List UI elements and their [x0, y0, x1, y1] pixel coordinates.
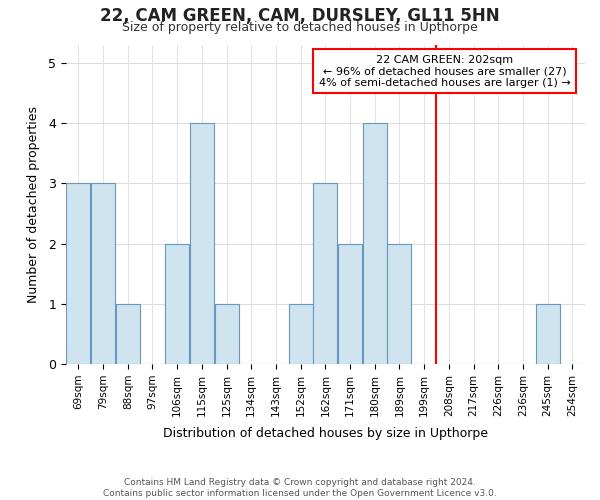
Text: 22 CAM GREEN: 202sqm
← 96% of detached houses are smaller (27)
4% of semi-detach: 22 CAM GREEN: 202sqm ← 96% of detached h… — [319, 54, 571, 88]
Bar — [388, 244, 412, 364]
Bar — [313, 184, 337, 364]
Bar — [116, 304, 140, 364]
X-axis label: Distribution of detached houses by size in Upthorpe: Distribution of detached houses by size … — [163, 427, 488, 440]
Bar — [165, 244, 189, 364]
Bar — [338, 244, 362, 364]
Text: Size of property relative to detached houses in Upthorpe: Size of property relative to detached ho… — [122, 21, 478, 34]
Bar — [190, 124, 214, 364]
Bar — [289, 304, 313, 364]
Bar — [215, 304, 239, 364]
Y-axis label: Number of detached properties: Number of detached properties — [27, 106, 40, 303]
Text: Contains HM Land Registry data © Crown copyright and database right 2024.
Contai: Contains HM Land Registry data © Crown c… — [103, 478, 497, 498]
Text: 22, CAM GREEN, CAM, DURSLEY, GL11 5HN: 22, CAM GREEN, CAM, DURSLEY, GL11 5HN — [100, 8, 500, 26]
Bar — [91, 184, 115, 364]
Bar — [67, 184, 91, 364]
Bar — [363, 124, 387, 364]
Bar — [536, 304, 560, 364]
